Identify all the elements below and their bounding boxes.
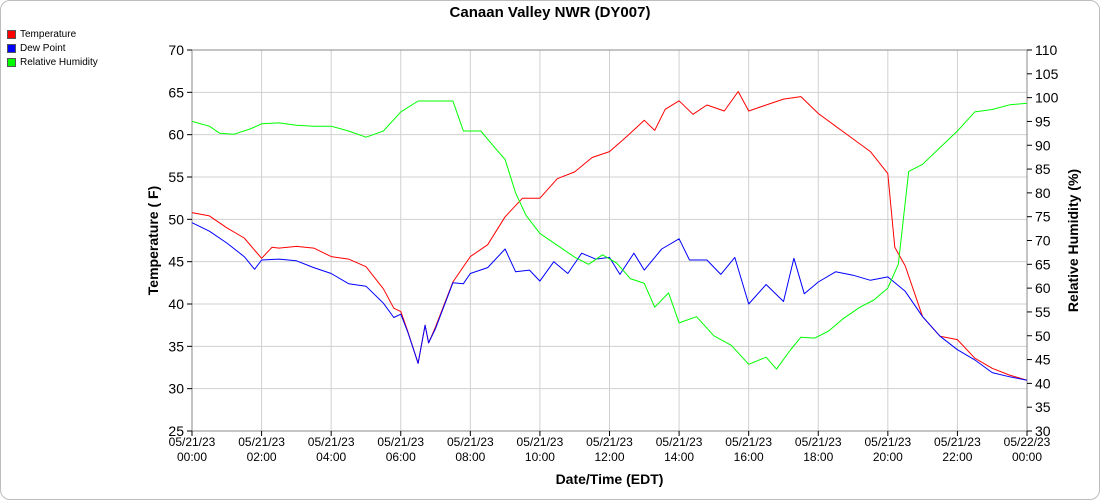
series-line-dew-point xyxy=(191,222,1028,381)
legend-item-dew-point: Dew Point xyxy=(7,41,98,55)
x-tick-date: 05/21/23 xyxy=(377,435,424,449)
series-line-relative-humidity xyxy=(191,100,1028,370)
x-tick-date: 05/21/23 xyxy=(169,435,216,449)
legend-label-dew-point: Dew Point xyxy=(20,42,66,54)
x-tick-time: 12:00 xyxy=(594,450,624,464)
y-axis-left-title: Temperature ( F) xyxy=(145,186,161,295)
right-axis-ticks: 30 35 40 45 50 55 60 65 70 75 80 85 90 95 100 105 110 xyxy=(1027,42,1059,439)
y-right-tick-label: 100 xyxy=(1035,90,1059,106)
legend: Temperature Dew Point Relative Humidity xyxy=(7,27,98,69)
x-tick-time: 22:00 xyxy=(942,450,972,464)
y-left-tick-label: 45 xyxy=(168,254,184,270)
y-right-tick-label: 80 xyxy=(1035,185,1051,201)
legend-item-temperature: Temperature xyxy=(7,27,98,41)
y-right-tick-label: 105 xyxy=(1035,66,1059,82)
x-tick-date: 05/21/23 xyxy=(238,435,285,449)
y-right-tick-label: 75 xyxy=(1035,209,1051,225)
chart-title: Canaan Valley NWR (DY007) xyxy=(449,4,651,21)
x-tick-date: 05/21/23 xyxy=(864,435,911,449)
y-right-tick-label: 55 xyxy=(1035,304,1051,320)
x-tick-date: 05/21/23 xyxy=(308,435,355,449)
legend-swatch-dew-point xyxy=(7,43,16,53)
y-left-tick-label: 25 xyxy=(168,423,184,439)
x-tick-time: 16:00 xyxy=(734,450,764,464)
y-left-tick-label: 55 xyxy=(168,169,184,185)
y-left-tick-label: 30 xyxy=(168,381,184,397)
y-left-tick-label: 65 xyxy=(168,84,184,100)
x-tick-time: 10:00 xyxy=(525,450,555,464)
series-line-temperature xyxy=(191,91,1028,381)
x-tick-time: 00:00 xyxy=(177,450,207,464)
y-left-tick-label: 40 xyxy=(168,296,184,312)
y-right-tick-label: 90 xyxy=(1035,137,1051,153)
x-tick-date: 05/21/23 xyxy=(934,435,981,449)
x-tick-time: 06:00 xyxy=(386,450,416,464)
legend-swatch-relative-humidity xyxy=(7,57,16,67)
grid-lines xyxy=(191,49,1028,432)
y-left-tick-label: 60 xyxy=(168,127,184,143)
x-tick-time: 00:00 xyxy=(1012,450,1042,464)
x-tick-time: 02:00 xyxy=(247,450,277,464)
x-axis-ticks: 05/21/2300:0005/21/2302:0005/21/2304:000… xyxy=(169,431,1051,464)
x-tick-date: 05/21/23 xyxy=(725,435,772,449)
x-tick-time: 04:00 xyxy=(316,450,346,464)
y-right-tick-label: 110 xyxy=(1035,42,1058,58)
y-right-tick-label: 95 xyxy=(1035,113,1051,129)
series-lines xyxy=(191,91,1028,381)
legend-item-relative-humidity: Relative Humidity xyxy=(7,55,98,69)
y-right-tick-label: 85 xyxy=(1035,161,1051,177)
y-right-tick-label: 40 xyxy=(1035,375,1051,391)
y-left-tick-label: 50 xyxy=(168,211,184,227)
legend-swatch-temperature xyxy=(7,29,16,39)
x-tick-date: 05/21/23 xyxy=(447,435,494,449)
y-right-tick-label: 45 xyxy=(1035,352,1051,368)
x-tick-date: 05/21/23 xyxy=(795,435,842,449)
y-right-tick-label: 35 xyxy=(1035,399,1051,415)
x-tick-date: 05/21/23 xyxy=(656,435,703,449)
y-right-tick-label: 30 xyxy=(1035,423,1051,439)
y-axis-right-title: Relative Humidity (%) xyxy=(1065,169,1081,312)
left-axis-ticks: 25 30 35 40 45 50 55 60 65 70 xyxy=(168,42,192,439)
x-tick-date: 05/22/23 xyxy=(1004,435,1051,449)
x-axis-title: Date/Time (EDT) xyxy=(556,471,664,487)
y-left-tick-label: 70 xyxy=(168,42,184,58)
x-tick-time: 08:00 xyxy=(455,450,485,464)
y-right-tick-label: 50 xyxy=(1035,328,1051,344)
y-left-tick-label: 35 xyxy=(168,338,184,354)
x-tick-time: 18:00 xyxy=(803,450,833,464)
x-tick-date: 05/21/23 xyxy=(517,435,564,449)
x-tick-time: 14:00 xyxy=(664,450,694,464)
legend-label-relative-humidity: Relative Humidity xyxy=(20,56,98,68)
y-right-tick-label: 60 xyxy=(1035,280,1051,296)
y-right-tick-label: 65 xyxy=(1035,256,1051,272)
y-right-tick-label: 70 xyxy=(1035,233,1051,249)
legend-label-temperature: Temperature xyxy=(20,28,77,40)
x-tick-time: 20:00 xyxy=(873,450,903,464)
x-tick-date: 05/21/23 xyxy=(586,435,633,449)
